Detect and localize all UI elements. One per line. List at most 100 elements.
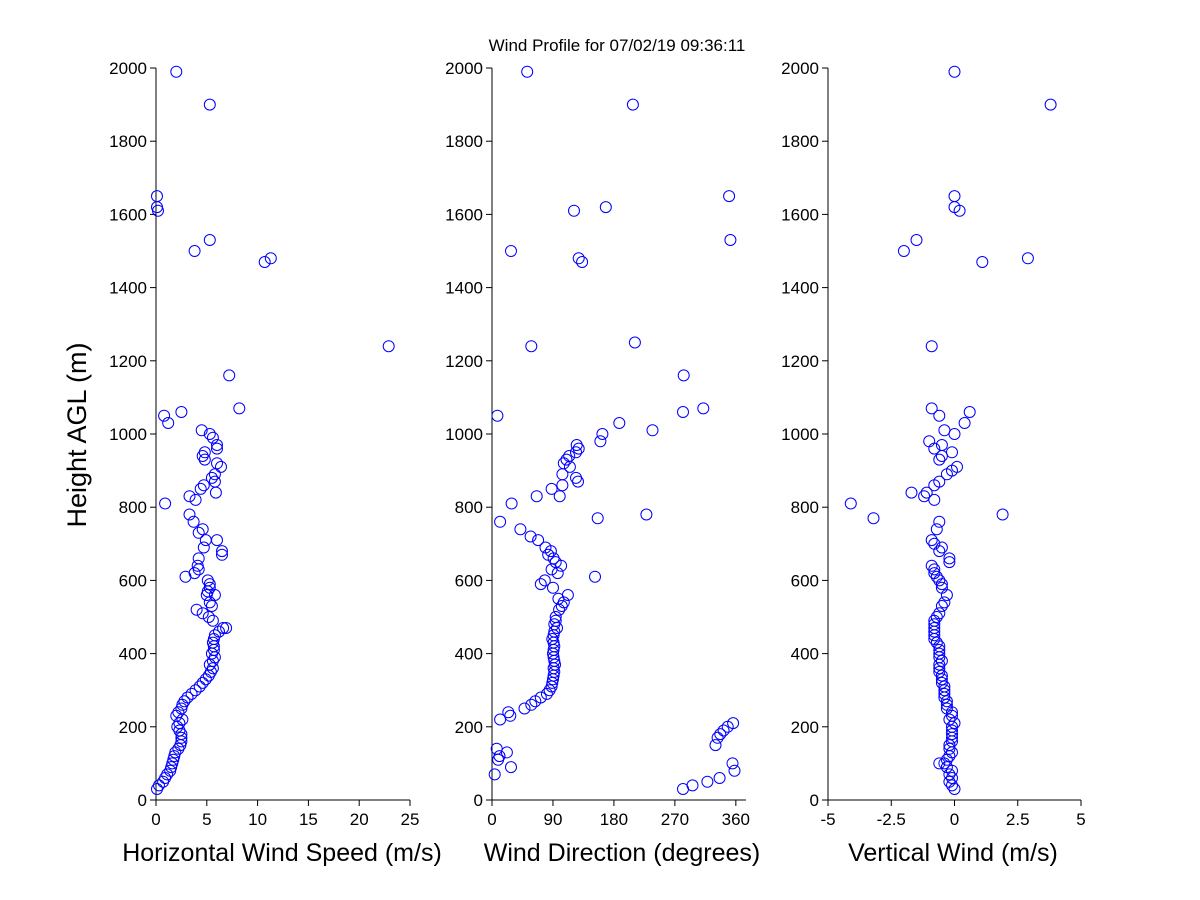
- data-point: [930, 636, 943, 649]
- data-point: [946, 728, 958, 741]
- data-point: [540, 687, 553, 700]
- y-tick-label: 1400: [445, 279, 483, 298]
- data-point: [206, 614, 219, 627]
- y-tick-label: 200: [791, 718, 819, 737]
- data-point: [940, 753, 953, 766]
- data-point: [943, 552, 956, 565]
- data-point: [714, 728, 727, 741]
- y-tick-label: 200: [119, 718, 147, 737]
- data-point: [953, 204, 966, 217]
- data-point: [591, 512, 604, 525]
- data-point: [199, 673, 212, 686]
- data-point: [933, 665, 946, 678]
- data-point: [208, 475, 221, 488]
- data-point: [568, 204, 580, 217]
- data-point: [726, 757, 739, 770]
- data-point: [943, 750, 956, 763]
- data-point: [545, 563, 558, 576]
- data-point: [505, 761, 517, 774]
- data-point: [202, 669, 215, 682]
- data-point: [197, 479, 210, 492]
- data-point: [206, 431, 219, 444]
- x-axis-label-horizontal-wind-speed: Horizontal Wind Speed (m/s): [122, 839, 442, 867]
- x-tick-label: 0: [487, 810, 496, 829]
- data-point: [938, 596, 951, 609]
- data-point: [928, 493, 941, 506]
- data-point: [203, 596, 216, 609]
- data-point: [943, 775, 956, 788]
- y-tick-label: 0: [810, 791, 819, 810]
- y-tick-label: 1800: [109, 132, 147, 151]
- y-axis-label: Height AGL (m): [62, 342, 92, 527]
- data-point: [628, 336, 641, 349]
- data-point: [164, 764, 177, 777]
- data-point: [677, 406, 689, 418]
- data-point: [905, 486, 918, 499]
- data-point: [948, 190, 961, 203]
- data-point: [948, 65, 961, 78]
- y-tick-label: 1000: [445, 425, 483, 444]
- data-point: [167, 753, 180, 766]
- data-point: [958, 417, 971, 429]
- data-point: [189, 684, 202, 697]
- data-point: [677, 783, 689, 795]
- data-point: [233, 402, 246, 415]
- data-point: [925, 402, 938, 415]
- data-point: [677, 369, 690, 382]
- data-point: [161, 768, 174, 781]
- y-tick-label: 200: [455, 718, 483, 737]
- data-point: [572, 475, 584, 488]
- data-point: [933, 545, 946, 558]
- x-tick-label: 25: [401, 810, 420, 829]
- data-point: [157, 775, 170, 788]
- data-point: [199, 534, 212, 547]
- data-point: [928, 479, 941, 492]
- data-point: [211, 439, 223, 451]
- data-point: [544, 545, 557, 558]
- data-point: [525, 698, 538, 711]
- data-point: [188, 245, 201, 257]
- x-tick-label: 5: [202, 810, 211, 829]
- y-tick-label: 1200: [445, 352, 483, 371]
- data-point: [488, 768, 501, 781]
- data-point: [152, 204, 164, 217]
- data-point: [216, 548, 228, 561]
- data-point: [196, 523, 209, 536]
- data-point: [189, 493, 202, 506]
- y-tick-label: 2000: [445, 59, 483, 78]
- y-tick-label: 0: [474, 791, 483, 810]
- data-point: [728, 764, 741, 777]
- data-point: [532, 534, 545, 547]
- data-point: [613, 417, 626, 429]
- data-point: [646, 424, 659, 437]
- data-point: [203, 234, 216, 246]
- data-point: [589, 570, 601, 583]
- y-tick-label: 800: [119, 498, 147, 517]
- data-point: [500, 746, 513, 759]
- data-point: [563, 450, 576, 462]
- data-point: [976, 256, 989, 268]
- x-tick-label: 0: [151, 810, 160, 829]
- data-point: [551, 622, 563, 634]
- data-point: [192, 552, 205, 565]
- data-point: [216, 545, 228, 558]
- data-point: [183, 508, 196, 521]
- data-point: [556, 479, 569, 492]
- data-point: [935, 600, 948, 612]
- data-point: [930, 570, 943, 583]
- data-point: [175, 731, 188, 744]
- data-point: [205, 600, 218, 612]
- data-point: [521, 65, 534, 78]
- data-point: [382, 340, 395, 353]
- data-point: [185, 687, 198, 700]
- data-point: [928, 629, 941, 642]
- y-tick-label: 2000: [109, 59, 147, 78]
- data-point: [1044, 98, 1057, 111]
- data-point: [490, 742, 503, 755]
- data-point: [717, 724, 730, 737]
- data-point: [709, 739, 722, 752]
- y-tick-label: 1000: [781, 425, 819, 444]
- data-point: [556, 468, 569, 481]
- data-point: [933, 643, 946, 656]
- data-point: [946, 731, 958, 744]
